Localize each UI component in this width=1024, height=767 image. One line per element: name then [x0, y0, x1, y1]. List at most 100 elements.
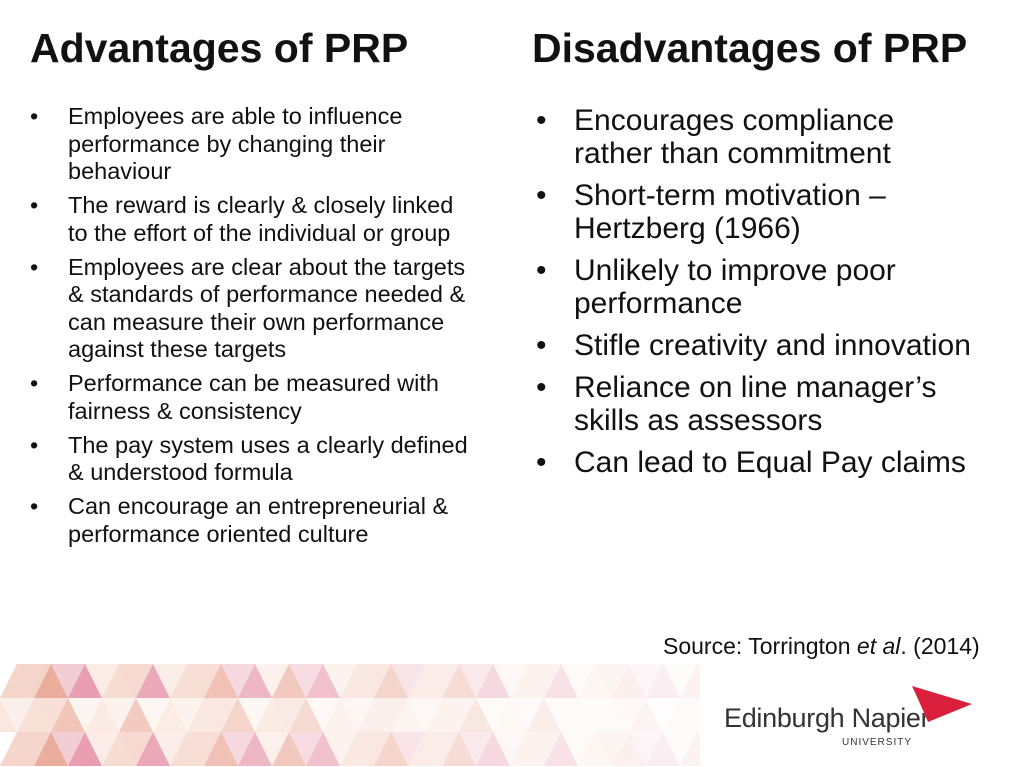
- pattern-triangle: [0, 732, 34, 766]
- disadvantage-item: • Short-term motivation – Hertzberg (1966…: [536, 179, 976, 245]
- pattern-triangle: [204, 698, 238, 732]
- pattern-triangle: [238, 698, 272, 732]
- pattern-triangle: [306, 664, 340, 698]
- pattern-triangle: [493, 664, 527, 698]
- pattern-triangle: [408, 732, 442, 766]
- bullet-icon: •: [536, 179, 547, 212]
- advantage-item: • The reward is clearly & closely linked …: [30, 192, 470, 247]
- pattern-triangle: [136, 732, 170, 766]
- pattern-triangle: [442, 698, 476, 732]
- pattern-triangle: [170, 664, 204, 698]
- pattern-triangle: [476, 732, 510, 766]
- pattern-triangle: [136, 664, 170, 698]
- pattern-triangle: [170, 732, 204, 766]
- advantage-text: Can encourage an entrepreneurial & perfo…: [68, 493, 449, 547]
- pattern-triangle: [391, 664, 425, 698]
- bullet-icon: •: [536, 446, 547, 479]
- source-suffix: . (2014): [900, 633, 980, 659]
- pattern-triangle: [51, 664, 85, 698]
- pattern-triangle: [680, 664, 700, 698]
- logo-subtitle: UNIVERSITY: [842, 737, 913, 748]
- pattern-triangle: [425, 698, 459, 732]
- pattern-triangle: [527, 732, 561, 766]
- disadvantage-item: • Unlikely to improve poor performance: [536, 254, 976, 320]
- pattern-triangle: [527, 698, 561, 732]
- pattern-triangle: [646, 664, 680, 698]
- pattern-triangle: [51, 698, 85, 732]
- pattern-triangle: [561, 664, 595, 698]
- pattern-triangle: [425, 732, 459, 766]
- disadvantage-text: Reliance on line manager’s skills as ass…: [574, 371, 937, 437]
- pattern-triangle: [34, 732, 68, 766]
- pattern-triangle: [204, 732, 238, 766]
- pattern-triangle: [85, 664, 119, 698]
- pattern-triangle: [663, 664, 697, 698]
- advantage-text: Performance can be measured with fairnes…: [68, 370, 439, 424]
- pattern-triangle: [646, 732, 680, 766]
- bullet-icon: •: [30, 192, 39, 218]
- pattern-triangle: [578, 732, 612, 766]
- disadvantage-text: Encourages compliance rather than commit…: [574, 104, 895, 170]
- pattern-triangle: [493, 698, 527, 732]
- pattern-triangle: [374, 664, 408, 698]
- pattern-triangle: [204, 664, 238, 698]
- pattern-triangle: [425, 664, 459, 698]
- pattern-triangle: [476, 664, 510, 698]
- pattern-triangle: [561, 732, 595, 766]
- pattern-triangle: [391, 698, 425, 732]
- pattern-triangle: [612, 664, 646, 698]
- pattern-triangle: [629, 698, 663, 732]
- pattern-triangle: [646, 698, 680, 732]
- pattern-triangle: [408, 698, 442, 732]
- pattern-triangle: [595, 732, 629, 766]
- advantage-text: The reward is clearly & closely linked t…: [68, 192, 454, 246]
- pattern-triangle: [323, 698, 357, 732]
- pattern-triangle: [629, 732, 663, 766]
- pattern-triangle: [289, 698, 323, 732]
- pattern-triangle: [561, 698, 595, 732]
- advantage-text: Employees are able to influence performa…: [68, 103, 403, 184]
- advantage-text: The pay system uses a clearly defined & …: [68, 431, 468, 486]
- pattern-triangle: [510, 698, 544, 732]
- source-emphasis: et al: [856, 633, 901, 659]
- pattern-triangle: [255, 698, 289, 732]
- source-citation: Source: Torrington et al. (2014): [663, 632, 980, 660]
- bullet-icon: •: [536, 329, 547, 362]
- pattern-triangle: [527, 664, 561, 698]
- pattern-triangle: [187, 732, 221, 766]
- pattern-triangle: [17, 698, 51, 732]
- pattern-triangle: [408, 664, 442, 698]
- pattern-triangle: [85, 732, 119, 766]
- pattern-triangle: [187, 664, 221, 698]
- pattern-triangle: [0, 698, 34, 732]
- pattern-triangle: [391, 732, 425, 766]
- pattern-triangle: [0, 664, 34, 698]
- pattern-triangle: [187, 698, 221, 732]
- pattern-triangle: [68, 698, 102, 732]
- pattern-triangle: [102, 698, 136, 732]
- disadvantage-item: • Reliance on line manager’s skills as as…: [536, 371, 976, 437]
- pattern-triangle: [612, 732, 646, 766]
- university-logo: Edinburgh Napier UNIVERSITY: [720, 684, 980, 754]
- pattern-triangle: [680, 698, 700, 732]
- pattern-triangle: [68, 732, 102, 766]
- pattern-triangle: [697, 732, 700, 738]
- bullet-icon: •: [30, 493, 39, 519]
- pattern-triangle: [493, 732, 527, 766]
- pattern-triangle: [102, 664, 136, 698]
- advantage-item: • Employees are able to influence perform…: [30, 103, 470, 186]
- triangle-pattern: [0, 664, 700, 766]
- pattern-triangle: [306, 732, 340, 766]
- pattern-triangle: [323, 732, 357, 766]
- disadvantage-item: • Encourages compliance rather than commi…: [536, 104, 976, 170]
- pattern-triangle: [459, 732, 493, 766]
- pattern-triangle: [442, 732, 476, 766]
- disadvantage-text: Short-term motivation – Hertzberg (1966): [574, 179, 886, 245]
- bullet-icon: •: [30, 253, 39, 280]
- pattern-triangle: [255, 664, 289, 698]
- pattern-triangle: [221, 698, 255, 732]
- pattern-triangle: [289, 664, 323, 698]
- disadvantages-list: • Encourages compliance rather than commi…: [536, 104, 976, 488]
- pattern-triangle: [238, 664, 272, 698]
- disadvantage-text: Unlikely to improve poor performance: [574, 254, 896, 320]
